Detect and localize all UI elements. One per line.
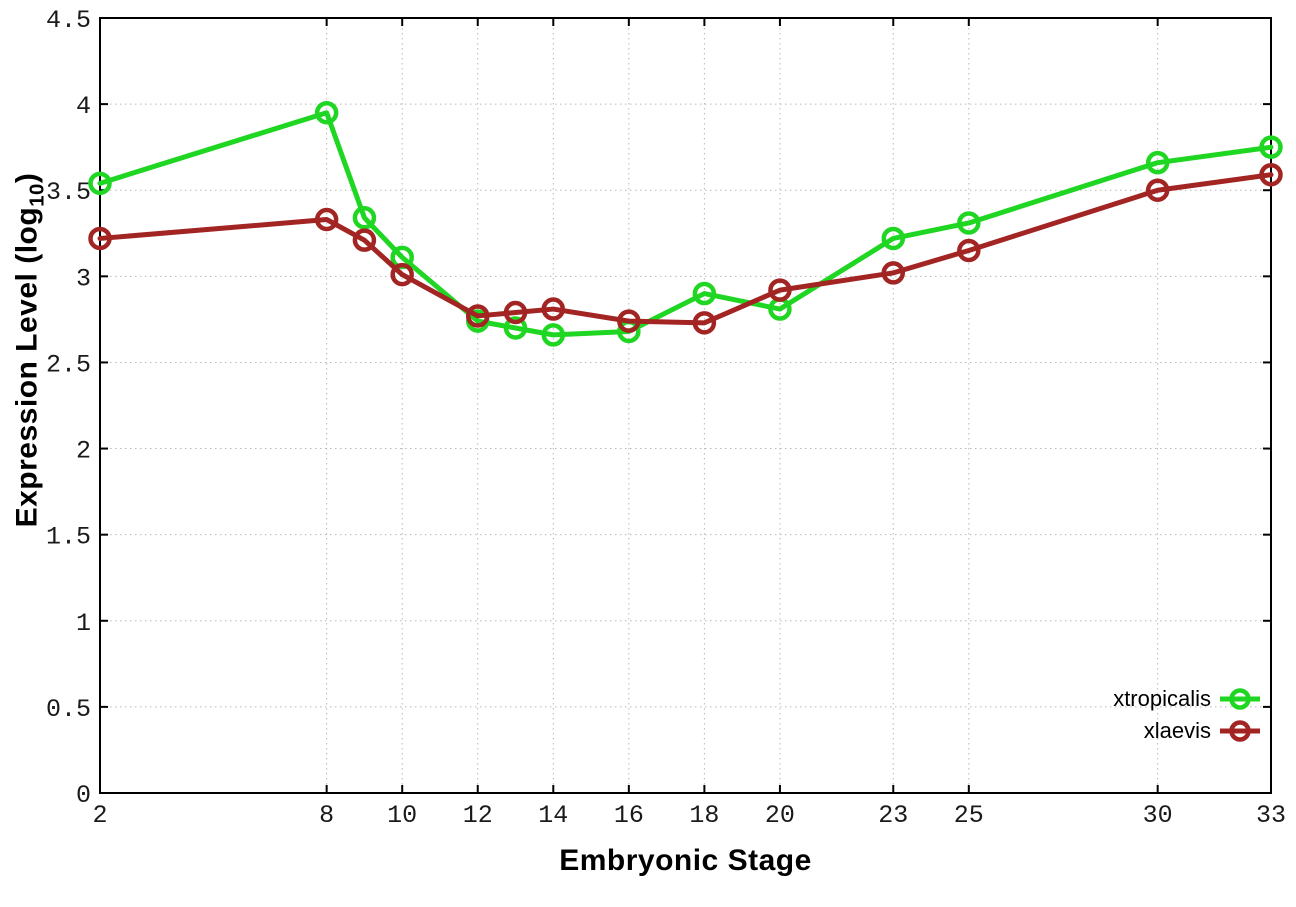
data-point-xlaevis xyxy=(390,262,414,287)
data-point-xlaevis xyxy=(768,278,792,302)
plot-border xyxy=(99,17,1272,794)
y-tick-label: 3.5 xyxy=(46,178,91,207)
line-circle-marker-icon xyxy=(1220,688,1260,710)
y-tick-label: 0.5 xyxy=(46,695,91,724)
data-point-xlaevis xyxy=(881,261,906,285)
x-tick-label: 25 xyxy=(954,801,984,830)
x-tick-label: 33 xyxy=(1256,801,1286,830)
data-point-xtropicalis xyxy=(541,323,566,347)
data-point-xtropicalis xyxy=(314,100,339,125)
y-tick-label: 4 xyxy=(76,92,91,121)
y-tick-label: 2.5 xyxy=(46,350,91,379)
x-tick-label: 16 xyxy=(614,801,644,830)
legend-entry-xtropicalis: xtropicalis xyxy=(1113,683,1260,715)
data-point-xtropicalis xyxy=(503,316,528,340)
x-tick-label: 18 xyxy=(689,801,719,830)
y-axis-title: Expression Level (log10) xyxy=(11,173,50,528)
data-point-xlaevis xyxy=(465,304,490,328)
data-point-xtropicalis xyxy=(1145,150,1170,175)
y-axis-title-subscript: 10 xyxy=(26,183,49,207)
y-tick-label: 1.5 xyxy=(46,523,91,552)
x-tick-label: 8 xyxy=(319,801,334,830)
y-tick-label: 2 xyxy=(76,437,91,466)
x-tick-label: 30 xyxy=(1143,801,1173,830)
y-axis-title-suffix: ) xyxy=(10,172,44,184)
x-axis-title: Embryonic Stage xyxy=(559,844,812,877)
data-point-xlaevis xyxy=(1145,178,1170,202)
data-point-xlaevis xyxy=(503,300,528,325)
data-point-xlaevis xyxy=(957,238,981,263)
legend-label: xlaevis xyxy=(1143,718,1211,743)
legend-label: xtropicalis xyxy=(1113,686,1211,711)
data-point-xlaevis xyxy=(352,228,377,252)
data-point-xlaevis xyxy=(88,226,112,251)
line-circle-marker-icon xyxy=(1220,720,1260,742)
data-point-xtropicalis xyxy=(88,171,112,196)
x-tick-label: 23 xyxy=(878,801,908,830)
y-tick-label: 4.5 xyxy=(46,6,91,35)
data-point-xlaevis xyxy=(1259,162,1283,187)
y-tick-label: 3 xyxy=(76,264,91,293)
x-tick-label: 20 xyxy=(765,801,795,830)
x-tick-label: 2 xyxy=(92,801,107,830)
y-axis-title-text: Expression Level (log xyxy=(10,206,44,528)
data-point-xtropicalis xyxy=(881,226,906,251)
x-tick-label: 14 xyxy=(538,801,568,830)
x-tick-label: 10 xyxy=(387,801,417,830)
legend-entry-xlaevis: xlaevis xyxy=(1113,715,1260,747)
y-tick-label: 0 xyxy=(76,781,91,810)
data-point-xlaevis xyxy=(692,311,717,335)
data-point-xtropicalis xyxy=(692,281,717,306)
legend: xtropicalis xlaevis xyxy=(1113,683,1260,747)
data-point-xlaevis xyxy=(314,207,339,232)
data-point-xlaevis xyxy=(617,309,641,333)
data-point-xtropicalis xyxy=(352,206,377,230)
x-tick-label: 12 xyxy=(463,801,493,830)
data-point-xtropicalis xyxy=(1259,135,1283,159)
data-point-xtropicalis xyxy=(957,211,981,235)
data-point-xlaevis xyxy=(541,297,566,321)
y-tick-label: 1 xyxy=(76,609,91,638)
